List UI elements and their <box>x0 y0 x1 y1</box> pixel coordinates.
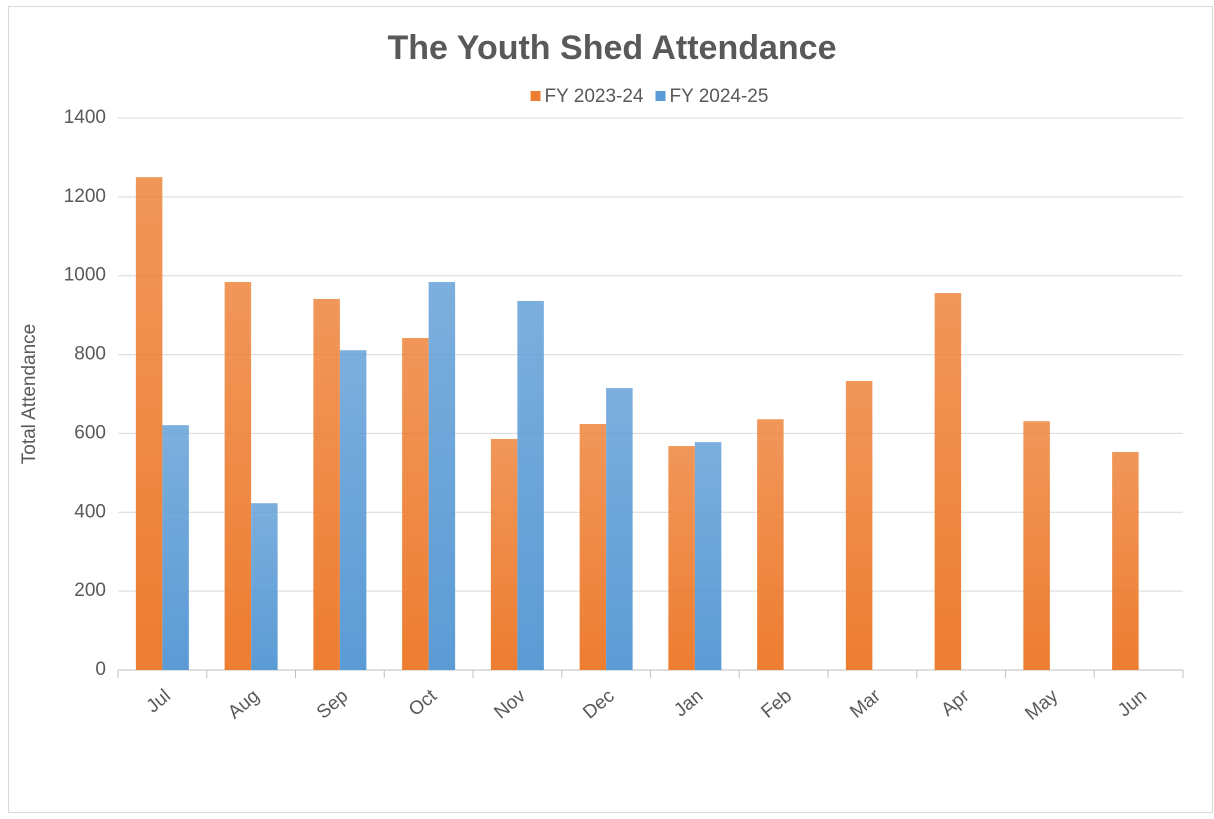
bar <box>579 423 607 670</box>
y-tick-label: 600 <box>74 422 106 443</box>
bar <box>135 177 163 670</box>
y-tick-label: 0 <box>95 659 106 680</box>
y-tick-label: 400 <box>74 501 106 522</box>
bar <box>757 419 784 670</box>
bar <box>1023 421 1050 670</box>
bar <box>402 338 429 670</box>
bar <box>251 503 278 670</box>
bar <box>224 282 252 670</box>
y-tick-label: 200 <box>74 580 106 601</box>
y-tick-label: 800 <box>74 344 106 365</box>
bar <box>1112 451 1139 670</box>
y-tick-label: 1000 <box>64 265 106 286</box>
bar <box>313 298 340 670</box>
bar <box>694 442 722 670</box>
bar <box>606 388 633 670</box>
legend-label: FY 2024-25 <box>670 86 769 107</box>
chart-title: The Youth Shed Attendance <box>388 29 837 67</box>
legend-swatch <box>655 91 666 101</box>
legend-swatch <box>530 91 541 101</box>
bar <box>428 282 456 670</box>
bar <box>668 446 695 670</box>
y-axis-label: Total Attendance <box>19 324 40 465</box>
legend-label: FY 2023-24 <box>545 86 644 107</box>
bar <box>339 350 367 670</box>
bar <box>934 293 962 670</box>
bar <box>845 380 873 670</box>
y-tick-label: 1200 <box>64 186 106 207</box>
y-tick-label: 1400 <box>64 107 106 128</box>
bar <box>162 425 189 670</box>
bar <box>517 300 544 670</box>
bar <box>490 438 518 670</box>
